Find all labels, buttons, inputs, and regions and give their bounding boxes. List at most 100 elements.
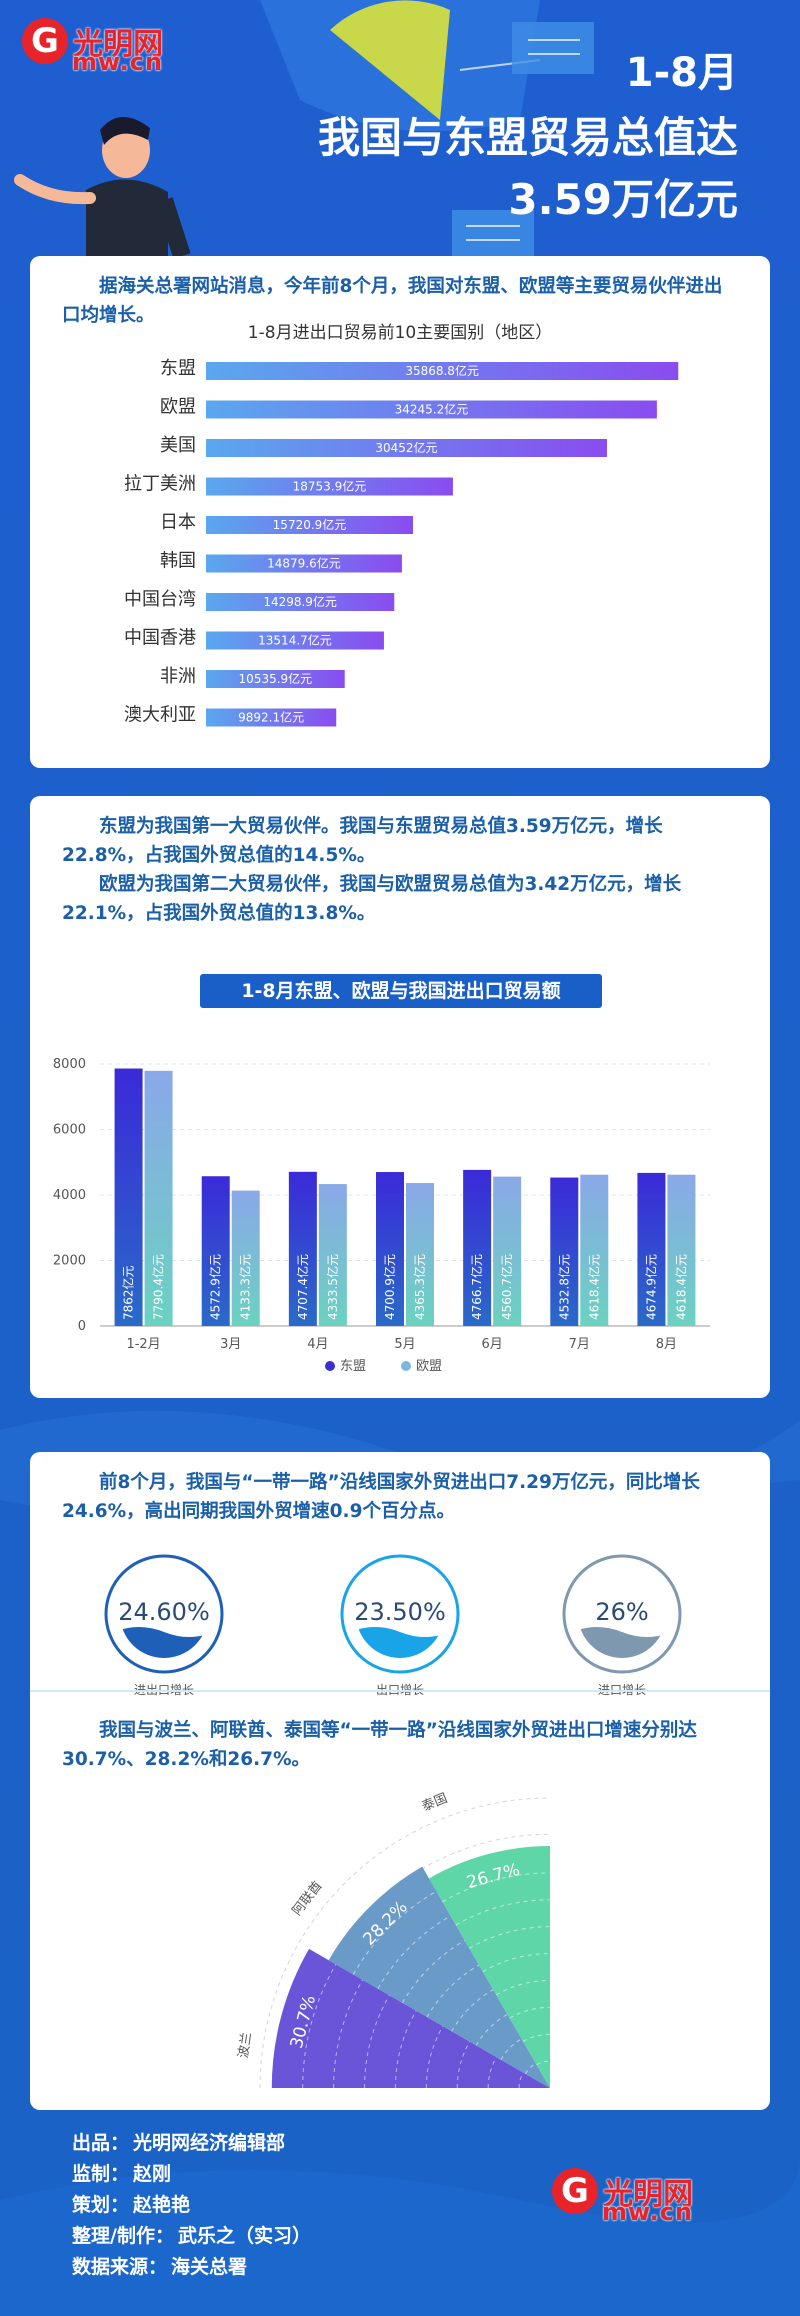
- belt-road-intro-text: 前8个月，我国与“一带一路”沿线国家外贸进出口7.29万亿元，同比增长24.6%…: [62, 1472, 700, 1522]
- credit-planner-label: 策划：: [72, 2194, 130, 2216]
- belt-road-intro: 前8个月，我国与“一带一路”沿线国家外贸进出口7.29万亿元，同比增长24.6%…: [62, 1468, 740, 1526]
- credit-editor-value: 武乐之（实习）: [177, 2225, 311, 2247]
- logo-chinese: 光明网: [73, 27, 164, 62]
- polar-sector-grid: [442, 1872, 551, 1903]
- x-tick-label: 5月: [394, 1337, 415, 1352]
- polar-sector: [429, 1846, 550, 2088]
- eu-bar: [580, 1174, 609, 1326]
- polar-sector-grid: [402, 1940, 466, 2004]
- gauge-ring: [562, 1554, 682, 1674]
- top10-category-label: 中国香港: [124, 628, 196, 649]
- credit-producer-label: 出品：: [72, 2132, 130, 2154]
- asean-bar: [114, 1068, 143, 1326]
- asean-bar: [463, 1169, 492, 1326]
- credit-producer-value: 光明网经济编辑部: [133, 2132, 286, 2154]
- monthly-value-label: 4365.3亿元: [412, 1254, 427, 1320]
- monthly-value-label: 4766.7亿元: [469, 1254, 484, 1320]
- gauge-ring: [340, 1554, 460, 1674]
- monthly-value-label: 7790.4亿元: [151, 1254, 166, 1320]
- polar-sector-grid: [509, 2006, 551, 2019]
- credits: 出品： 光明网经济编辑部 监制： 赵刚 策划： 赵艳艳 整理/制作： 武乐之（实习） 数…: [68, 2128, 311, 2283]
- polar-category-label: 波兰: [236, 2031, 254, 2059]
- polar-sector-grid: [522, 2033, 551, 2042]
- monthly-value-label: 4618.4亿元: [586, 1254, 601, 1320]
- top10-bar: [206, 362, 679, 380]
- eu-bar: [144, 1070, 173, 1326]
- legend-marker: [401, 1361, 411, 1371]
- polar-sector-grid: [394, 2010, 417, 2089]
- gauge-ring: [104, 1554, 224, 1674]
- asean-bar: [550, 1177, 579, 1326]
- belt-road-card: 前8个月，我国与“一带一路”沿线国家外贸进出口7.29万亿元，同比增长24.6%…: [30, 1452, 770, 2110]
- polar-grid: [259, 1797, 551, 2089]
- eu-bar: [493, 1176, 522, 1326]
- monthly-value-label: 4674.9亿元: [643, 1254, 658, 1320]
- polar-sector-grid: [469, 1926, 551, 1949]
- top10-value-label: 30452亿元: [375, 440, 437, 455]
- top10-intro: 据海关总署网站消息，今年前8个月，我国对东盟、欧盟等主要贸易伙伴进出口均增长。: [62, 272, 740, 330]
- belt-road-countries: 我国与波兰、阿联酋、泰国等“一带一路”沿线国家外贸进出口增速分别达30.7%、2…: [62, 1716, 740, 1774]
- polar-sector-grid: [302, 1964, 337, 2089]
- top10-value-label: 35868.8亿元: [405, 363, 479, 378]
- credit-producer: 出品： 光明网经济编辑部: [68, 2128, 311, 2159]
- top10-category-label: 东盟: [160, 358, 196, 379]
- top10-bar: [206, 670, 345, 688]
- top10-value-label: 14298.9亿元: [263, 594, 337, 609]
- polar-sector-grid: [364, 1995, 390, 2089]
- top10-category-label: 中国台湾: [124, 589, 196, 610]
- gauge-value: 24.60%: [118, 1598, 210, 1626]
- top10-category-label: 欧盟: [160, 397, 196, 418]
- y-tick-label: 6000: [53, 1123, 86, 1138]
- monthly-value-label: 4532.8亿元: [556, 1254, 571, 1320]
- eu-paragraph: 欧盟为我国第二大贸易伙伴，我国与欧盟贸易总值为3.42万亿元，增长22.1%，占…: [62, 874, 682, 924]
- asean-bar: [201, 1176, 230, 1326]
- credit-supervisor-value: 赵刚: [133, 2163, 172, 2185]
- y-tick-label: 8000: [53, 1057, 86, 1072]
- top10-category-label: 非洲: [160, 666, 196, 687]
- gauge-value: 23.50%: [354, 1598, 446, 1626]
- credit-source: 数据来源： 海关总署: [68, 2252, 311, 2283]
- polar-sector-grid: [456, 2041, 471, 2089]
- x-tick-label: 6月: [482, 1337, 503, 1352]
- legend-marker: [325, 1361, 335, 1371]
- eu-bar: [231, 1190, 260, 1326]
- top10-value-label: 18753.9亿元: [293, 479, 367, 494]
- credit-planner: 策划： 赵艳艳: [68, 2190, 311, 2221]
- top10-value-label: 9892.1亿元: [238, 710, 304, 725]
- top10-value-label: 13514.7亿元: [258, 633, 332, 648]
- top10-value-label: 15720.9亿元: [273, 517, 347, 532]
- monthly-value-label: 4707.4亿元: [295, 1254, 310, 1320]
- credit-editor-label: 整理/制作：: [72, 2225, 174, 2247]
- logo-domain: mw.cn: [602, 2198, 694, 2226]
- polar-sector-grid: [524, 2062, 537, 2075]
- belt-road-countries-text: 我国与波兰、阿联酋、泰国等“一带一路”沿线国家外贸进出口增速分别达30.7%、2…: [62, 1720, 697, 1770]
- site-logo: G 光明网 mw.cn: [22, 18, 163, 76]
- monthly-value-label: 7862亿元: [121, 1265, 136, 1320]
- monthly-value-label: 4618.4亿元: [673, 1254, 688, 1320]
- x-tick-label: 7月: [569, 1337, 590, 1352]
- top10-category-label: 日本: [160, 512, 196, 533]
- site-logo-bottom: G 光明网 mw.cn: [552, 2168, 693, 2226]
- polar-sector: [271, 1948, 550, 2088]
- polar-sector-grid: [475, 2013, 508, 2046]
- credit-source-value: 海关总署: [171, 2256, 248, 2278]
- y-tick-label: 4000: [53, 1188, 86, 1203]
- headline-line-3: 3.59万亿元: [508, 175, 738, 224]
- polar-sector-grid: [425, 2025, 444, 2089]
- polar-sector-grid: [536, 2060, 551, 2066]
- monthly-value-label: 4133.3亿元: [238, 1254, 253, 1320]
- polar-sector-grid: [352, 1890, 437, 1975]
- polar-category-label: 泰国: [420, 1791, 450, 1815]
- asean-paragraph: 东盟为我国第一大贸易伙伴。我国与东盟贸易总值3.59万亿元，增长22.8%，占我…: [62, 816, 663, 866]
- top10-bar: [206, 439, 607, 457]
- top10-value-label: 34245.2亿元: [395, 402, 469, 417]
- polar-sector-grid: [487, 2056, 497, 2089]
- credit-source-label: 数据来源：: [72, 2256, 168, 2278]
- headline-line-1: 1-8月: [625, 50, 738, 96]
- eu-bar: [318, 1184, 347, 1326]
- monthly-value-label: 4700.9亿元: [382, 1254, 397, 1320]
- monthly-value-label: 4560.7亿元: [499, 1254, 514, 1320]
- credit-planner-value: 赵艳艳: [133, 2194, 191, 2216]
- logo-chinese: 光明网: [603, 2177, 694, 2212]
